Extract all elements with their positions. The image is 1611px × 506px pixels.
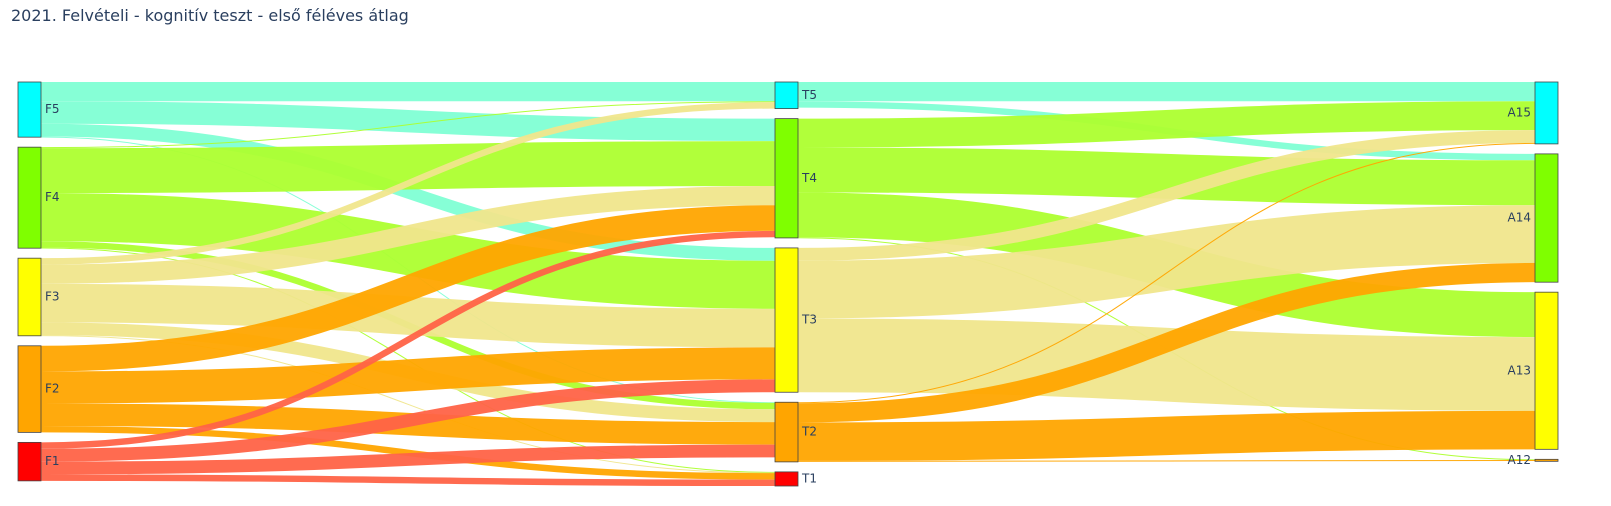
node-F4 bbox=[17, 146, 42, 249]
node-T4 bbox=[774, 118, 799, 239]
link-T2-A12 bbox=[797, 459, 1536, 462]
link-T4-A15 bbox=[797, 101, 1536, 148]
node-A13 bbox=[1534, 291, 1559, 450]
node-label-F1: F1 bbox=[45, 454, 60, 468]
link-F1-T3 bbox=[40, 379, 776, 462]
node-label-A14: A14 bbox=[1508, 211, 1531, 225]
link-F3-T5 bbox=[40, 102, 776, 265]
node-label-F4: F4 bbox=[45, 190, 60, 204]
node-T3 bbox=[774, 247, 799, 393]
node-label-F5: F5 bbox=[45, 102, 60, 116]
node-F3 bbox=[17, 257, 42, 337]
link-F2-T3 bbox=[40, 347, 776, 404]
node-label-A13: A13 bbox=[1508, 363, 1531, 377]
link-T4-A14 bbox=[797, 147, 1536, 206]
link-T2-A13 bbox=[797, 410, 1536, 461]
link-T3-A13 bbox=[797, 318, 1536, 411]
node-label-F2: F2 bbox=[45, 382, 60, 396]
node-A14 bbox=[1534, 153, 1559, 283]
link-F1-T4 bbox=[40, 230, 776, 449]
link-T3-A14 bbox=[797, 205, 1536, 319]
link-T3-A15 bbox=[797, 130, 1536, 261]
node-label-T3: T3 bbox=[801, 313, 817, 327]
nodes: F5 F4 F3 F2 F1 T5 T4 T3 T2 T1 A15 A14 A13 A12 bbox=[17, 81, 1559, 487]
link-T2-A14 bbox=[797, 262, 1536, 423]
node-A15 bbox=[1534, 81, 1559, 145]
node-F1 bbox=[17, 441, 42, 482]
link-F4-T5 bbox=[40, 101, 776, 149]
link-F3-T4 bbox=[40, 185, 776, 284]
node-F5 bbox=[17, 81, 42, 138]
links bbox=[40, 81, 1536, 487]
node-label-F3: F3 bbox=[45, 289, 60, 303]
link-F5-T4 bbox=[40, 101, 776, 142]
chart-title: 2021. Felvételi - kognitív teszt - első … bbox=[11, 6, 409, 25]
node-label-T1: T1 bbox=[801, 471, 817, 485]
link-T2-A15 bbox=[797, 142, 1536, 404]
link-F1-T2 bbox=[40, 444, 776, 475]
node-label-T5: T5 bbox=[801, 88, 817, 102]
node-T1 bbox=[774, 471, 799, 487]
link-F2-T4 bbox=[40, 205, 776, 372]
node-label-A12: A12 bbox=[1508, 453, 1531, 467]
node-label-T4: T4 bbox=[801, 171, 817, 185]
node-label-T2: T2 bbox=[801, 425, 817, 439]
link-F3-T3 bbox=[40, 283, 776, 348]
link-F1-T1 bbox=[40, 474, 776, 487]
link-F4-T3 bbox=[40, 193, 776, 309]
node-label-A15: A15 bbox=[1508, 105, 1531, 119]
node-T2 bbox=[774, 401, 799, 463]
node-F2 bbox=[17, 345, 42, 433]
node-T5 bbox=[774, 81, 799, 110]
node-A12 bbox=[1534, 458, 1559, 462]
link-F4-T4 bbox=[40, 141, 776, 194]
